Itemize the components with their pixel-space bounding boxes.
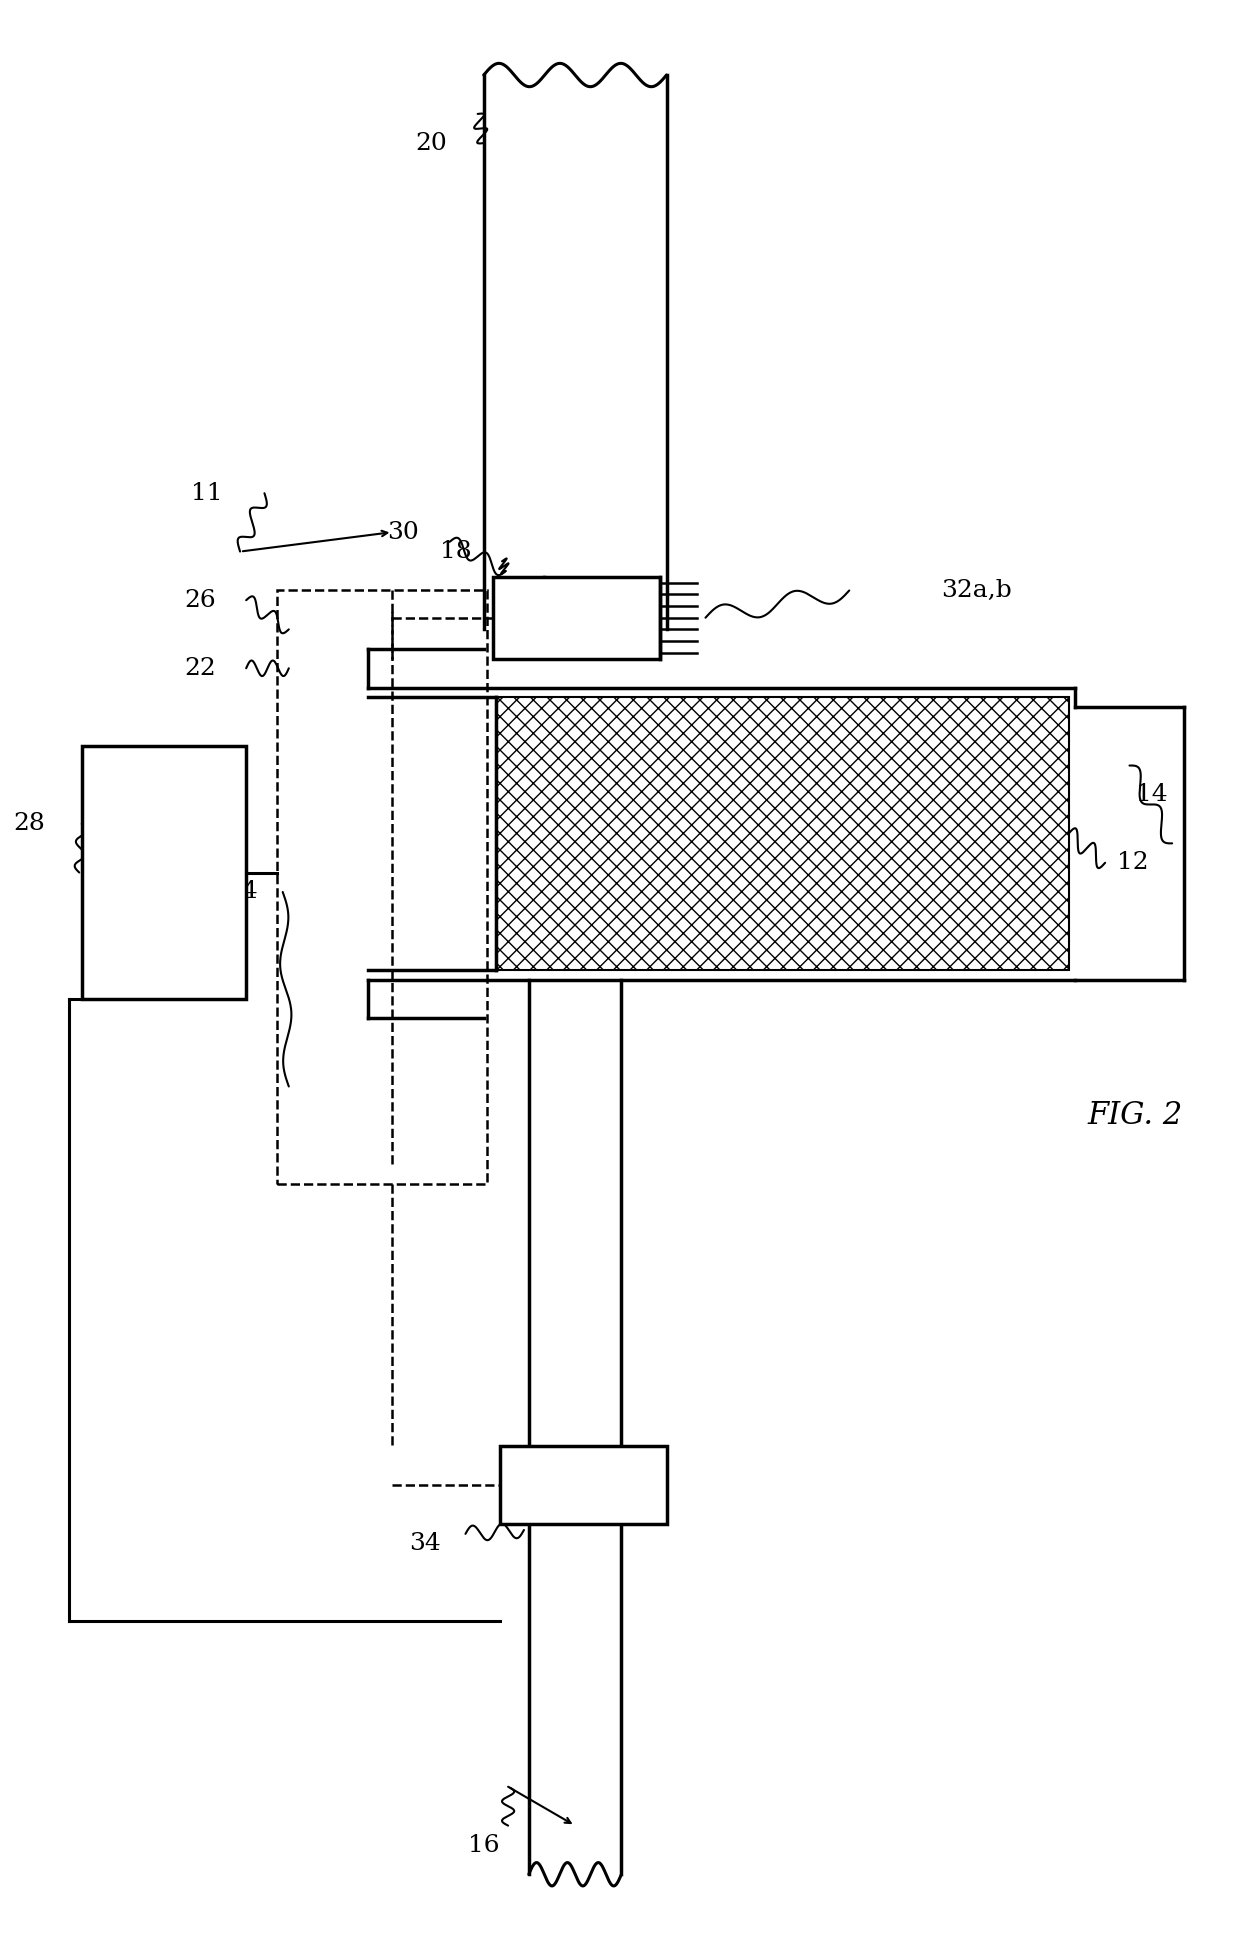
- Text: 18: 18: [440, 541, 471, 562]
- Text: 24: 24: [227, 880, 258, 903]
- Bar: [82, 746, 247, 999]
- Text: 16: 16: [467, 1834, 500, 1857]
- Bar: [500, 1446, 667, 1524]
- Bar: [277, 590, 487, 1183]
- Text: 14: 14: [1136, 784, 1167, 807]
- Text: 32a,b: 32a,b: [941, 580, 1012, 601]
- Text: 30: 30: [387, 521, 419, 545]
- Text: 34: 34: [409, 1532, 441, 1555]
- Text: 11: 11: [191, 482, 223, 505]
- Text: FIG. 2: FIG. 2: [1087, 1101, 1183, 1130]
- Text: 22: 22: [184, 656, 216, 680]
- Text: 20: 20: [415, 131, 448, 155]
- Text: 26: 26: [184, 590, 216, 611]
- Bar: [496, 697, 1069, 970]
- Bar: [496, 697, 1069, 970]
- Text: 28: 28: [14, 813, 45, 835]
- Bar: [494, 576, 661, 658]
- Text: 12: 12: [1117, 852, 1149, 874]
